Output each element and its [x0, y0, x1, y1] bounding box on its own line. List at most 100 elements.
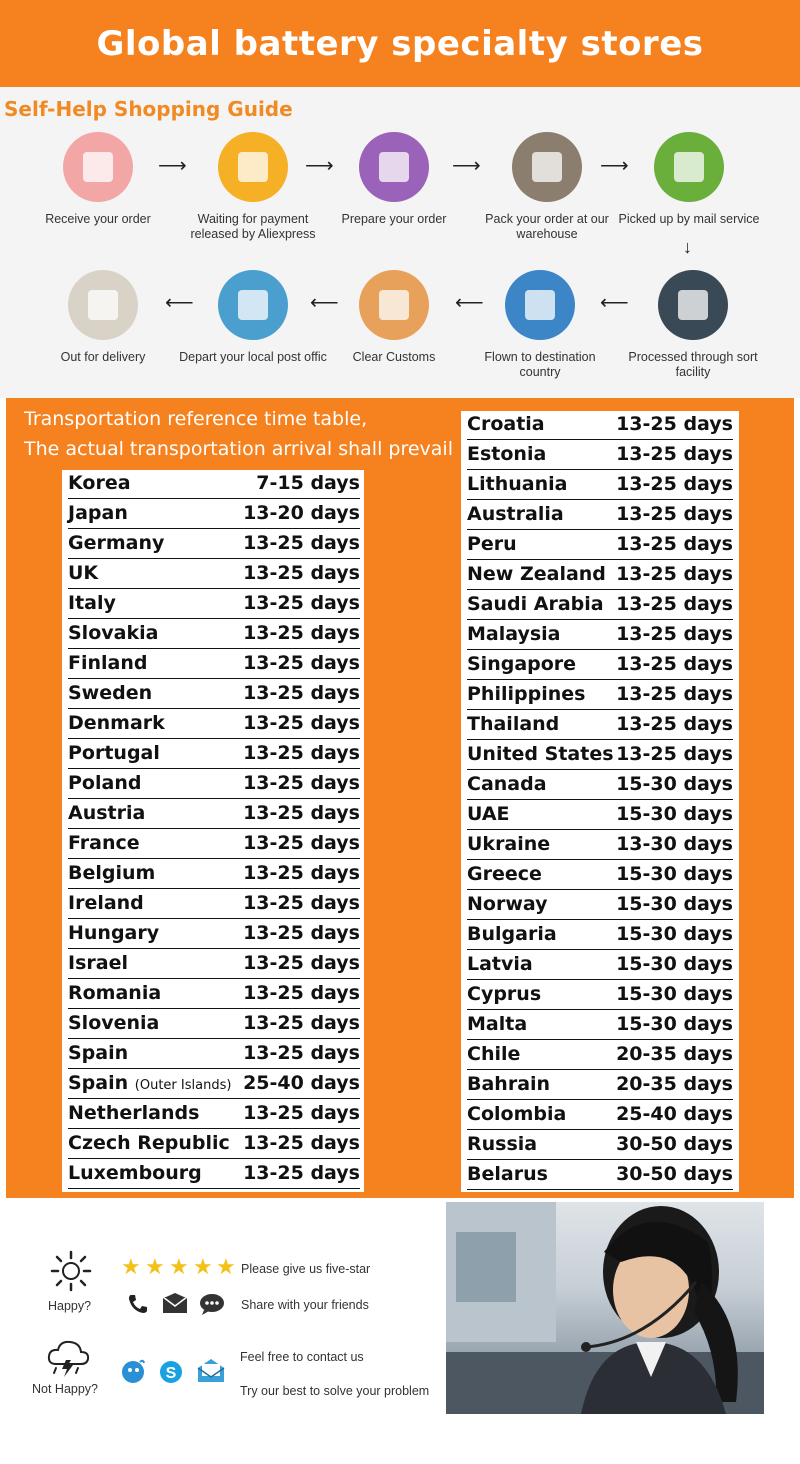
table-row: Canada 15-30 days	[467, 771, 733, 800]
mail-icon[interactable]	[162, 1293, 188, 1315]
country-name: Malaysia	[467, 623, 561, 645]
guide-step: Receive your order	[23, 132, 173, 227]
transit-days: 15-30 days	[616, 983, 733, 1005]
country-name: Singapore	[467, 653, 576, 675]
guide-step: Pack your order at our warehouse	[472, 132, 622, 242]
transit-days: 7-15 days	[256, 472, 360, 494]
country-label: Chile	[467, 1043, 521, 1065]
country-name: Poland	[68, 772, 141, 794]
truck-icon	[654, 132, 724, 202]
five-star-text: Please give us five-star	[241, 1262, 371, 1276]
guide-step: Picked up by mail service	[614, 132, 764, 227]
customs-officer-icon	[359, 270, 429, 340]
country-label: Netherlands	[68, 1102, 200, 1124]
printer-icon	[359, 132, 429, 202]
country-label: Luxembourg	[68, 1162, 202, 1184]
sun-icon	[50, 1250, 92, 1292]
guide-step-label: Out for delivery	[60, 350, 146, 364]
table-row: Australia 13-25 days	[467, 501, 733, 530]
country-name: Denmark	[68, 712, 165, 734]
transit-days: 13-25 days	[616, 683, 733, 705]
skype-icon[interactable]: S	[158, 1359, 184, 1385]
money-bag-icon	[218, 132, 288, 202]
country-label: Hungary	[68, 922, 160, 944]
transit-days: 15-30 days	[616, 803, 733, 825]
transit-days: 13-25 days	[243, 742, 360, 764]
transit-days: 13-30 days	[616, 833, 733, 855]
country-name: Romania	[68, 982, 161, 1004]
guide-step: Clear Customs	[319, 270, 469, 365]
country-name: Hungary	[68, 922, 159, 944]
airplane-icon	[505, 270, 575, 340]
transit-days: 13-25 days	[616, 503, 733, 525]
table-row: Slovakia 13-25 days	[68, 620, 360, 649]
guide-step: Prepare your order	[319, 132, 469, 227]
transit-days: 13-25 days	[616, 413, 733, 435]
country-label: Australia	[467, 503, 564, 525]
transit-days: 13-25 days	[243, 592, 360, 614]
country-label: Japan	[68, 502, 128, 524]
country-label: Romania	[68, 982, 162, 1004]
country-name: Ireland	[68, 892, 144, 914]
country-label: Belgium	[68, 862, 156, 884]
country-label: United States	[467, 743, 614, 765]
country-label: Slovenia	[68, 1012, 160, 1034]
transit-days: 25-40 days	[616, 1103, 733, 1125]
table-row: UAE 15-30 days	[467, 801, 733, 830]
guide-step-label: Pack your order at our warehouse	[485, 212, 609, 241]
guide-step-label: Prepare your order	[341, 212, 447, 226]
country-label: Peru	[467, 533, 517, 555]
star-icon[interactable]: ★	[216, 1254, 236, 1279]
country-name: New Zealand	[467, 563, 606, 585]
page-title: Global battery specialty stores	[96, 23, 704, 64]
messenger-icon[interactable]	[120, 1359, 146, 1385]
guide-step-label: Processed through sort facility	[628, 350, 758, 379]
star-icon[interactable]: ★	[145, 1254, 165, 1279]
shopping-guide: Self-Help Shopping Guide Receive your or…	[0, 87, 800, 398]
country-name: UAE	[467, 803, 510, 825]
transit-days: 13-25 days	[616, 623, 733, 645]
country-label: Belarus	[467, 1163, 548, 1185]
country-label: Italy	[68, 592, 116, 614]
country-name: Belgium	[68, 862, 155, 884]
country-name: Austria	[68, 802, 145, 824]
country-label: Thailand	[467, 713, 560, 735]
parcel-icon	[68, 270, 138, 340]
table-row: Estonia 13-25 days	[467, 441, 733, 470]
country-name: Bulgaria	[467, 923, 557, 945]
country-name: Cyprus	[467, 983, 541, 1005]
country-label: Malta	[467, 1013, 528, 1035]
country-label: Saudi Arabia	[467, 593, 604, 615]
left-country-table: Korea 7-15 days Japan 13-20 days Germany 13-2…	[62, 470, 364, 1192]
star-icon[interactable]: ★	[193, 1254, 213, 1279]
table-row: Saudi Arabia 13-25 days	[467, 591, 733, 620]
country-name: Spain	[68, 1042, 128, 1064]
country-label: Estonia	[467, 443, 547, 465]
transit-days: 30-50 days	[616, 1133, 733, 1155]
table-row: Israel 13-25 days	[68, 950, 360, 979]
transit-days: 13-25 days	[243, 622, 360, 644]
country-label: Austria	[68, 802, 146, 824]
phone-icon[interactable]	[126, 1292, 150, 1316]
country-name: Canada	[467, 773, 547, 795]
email-icon[interactable]	[196, 1358, 226, 1384]
solve-text: Try our best to solve your problem	[240, 1384, 430, 1398]
table-row: United States 13-25 days	[467, 741, 733, 770]
chat-icon[interactable]	[198, 1292, 226, 1316]
country-label: Malaysia	[467, 623, 561, 645]
country-name: Malta	[467, 1013, 527, 1035]
country-note: (Outer Islands)	[134, 1078, 232, 1093]
transit-days: 20-35 days	[616, 1043, 733, 1065]
country-name: Japan	[68, 502, 128, 524]
right-arrow-icon: ⟶	[452, 155, 481, 177]
star-icon[interactable]: ★	[169, 1254, 189, 1279]
transit-days: 30-50 days	[616, 1163, 733, 1185]
table-row: Italy 13-25 days	[68, 590, 360, 619]
guide-step: Waiting for payment released by Aliexpre…	[178, 132, 328, 242]
table-row: France 13-25 days	[68, 830, 360, 859]
country-name: Netherlands	[68, 1102, 199, 1124]
table-row: Denmark 13-25 days	[68, 710, 360, 739]
star-icon[interactable]: ★	[121, 1254, 141, 1279]
country-name: UK	[68, 562, 98, 584]
table-row: Germany 13-25 days	[68, 530, 360, 559]
